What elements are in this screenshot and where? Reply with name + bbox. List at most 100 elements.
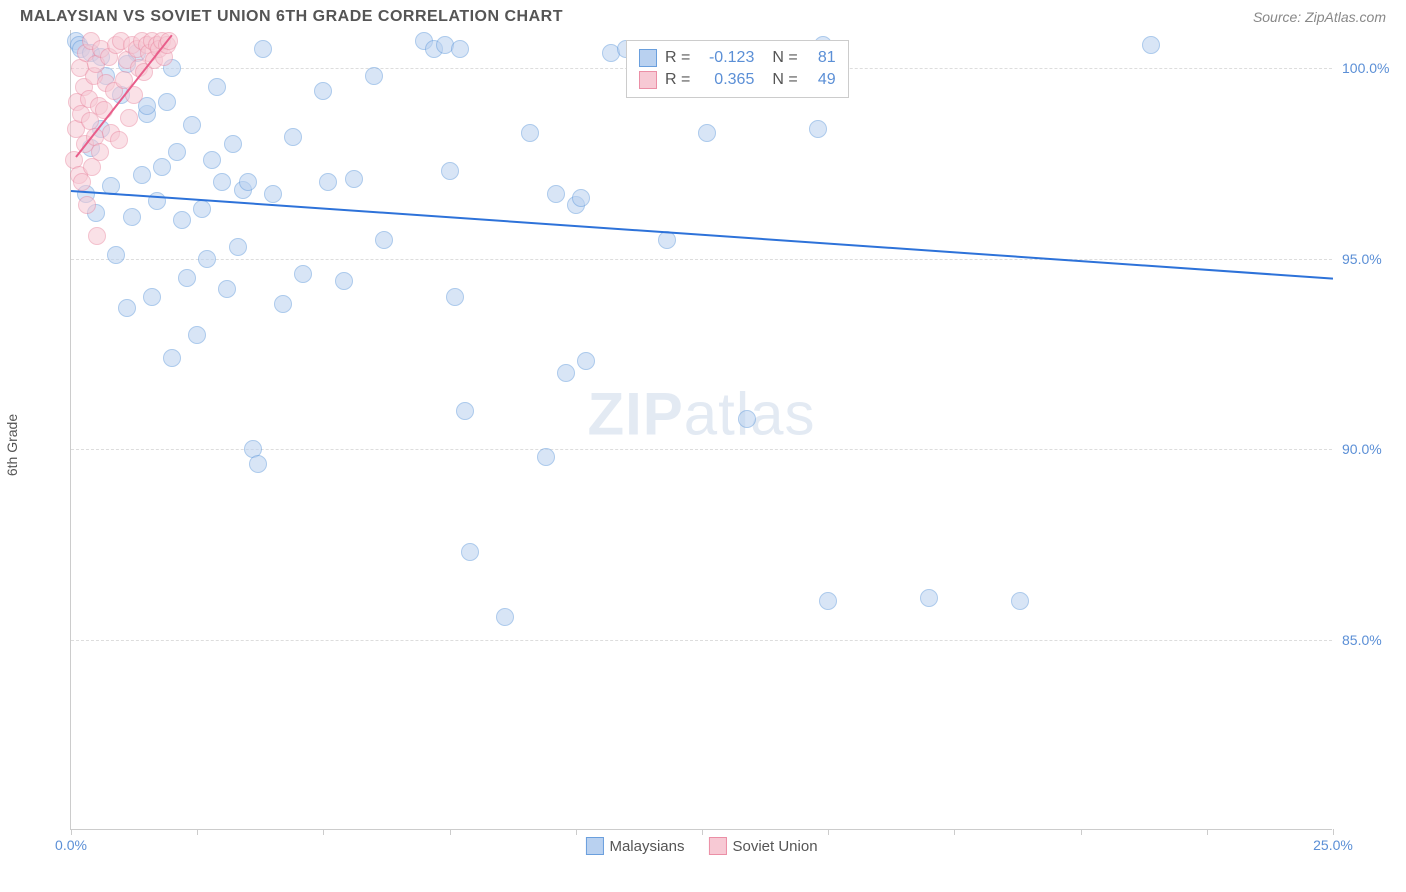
- data-point: [188, 326, 206, 344]
- chart-title: MALAYSIAN VS SOVIET UNION 6TH GRADE CORR…: [20, 8, 563, 26]
- data-point: [163, 349, 181, 367]
- legend-swatch: [708, 837, 726, 855]
- legend-label: Soviet Union: [732, 838, 817, 855]
- data-point: [208, 78, 226, 96]
- data-point: [557, 364, 575, 382]
- stat-r-label: R =: [665, 49, 690, 67]
- source-label: Source: ZipAtlas.com: [1253, 9, 1386, 25]
- data-point: [335, 272, 353, 290]
- data-point: [254, 40, 272, 58]
- data-point: [158, 93, 176, 111]
- legend-swatch: [639, 49, 657, 67]
- data-point: [284, 128, 302, 146]
- data-point: [738, 410, 756, 428]
- data-point: [91, 143, 109, 161]
- data-point: [173, 211, 191, 229]
- ytick-label: 90.0%: [1342, 441, 1402, 457]
- data-point: [274, 295, 292, 313]
- data-point: [521, 124, 539, 142]
- xtick: [450, 829, 451, 835]
- stat-n-label: N =: [772, 71, 797, 89]
- data-point: [819, 592, 837, 610]
- data-point: [120, 109, 138, 127]
- data-point: [461, 543, 479, 561]
- xtick: [576, 829, 577, 835]
- data-point: [193, 200, 211, 218]
- xtick: [1081, 829, 1082, 835]
- data-point: [577, 352, 595, 370]
- legend-item: Soviet Union: [708, 837, 817, 855]
- data-point: [229, 238, 247, 256]
- plot-area: ZIPatlas 85.0%90.0%95.0%100.0%0.0%25.0%R…: [70, 30, 1332, 830]
- xtick: [1207, 829, 1208, 835]
- watermark: ZIPatlas: [587, 379, 815, 448]
- gridline-h: [71, 640, 1332, 641]
- data-point: [133, 166, 151, 184]
- data-point: [123, 208, 141, 226]
- data-point: [456, 402, 474, 420]
- data-point: [178, 269, 196, 287]
- data-point: [249, 455, 267, 473]
- data-point: [143, 288, 161, 306]
- data-point: [224, 135, 242, 153]
- bottom-legend: Malaysians Soviet Union: [585, 837, 817, 855]
- data-point: [809, 120, 827, 138]
- data-point: [110, 131, 128, 149]
- legend-swatch: [585, 837, 603, 855]
- xtick: [197, 829, 198, 835]
- data-point: [239, 173, 257, 191]
- xtick: [323, 829, 324, 835]
- data-point: [365, 67, 383, 85]
- data-point: [1011, 592, 1029, 610]
- data-point: [537, 448, 555, 466]
- data-point: [203, 151, 221, 169]
- trend-line: [71, 190, 1333, 280]
- xtick: [71, 829, 72, 835]
- data-point: [107, 246, 125, 264]
- data-point: [1142, 36, 1160, 54]
- data-point: [319, 173, 337, 191]
- ytick-label: 95.0%: [1342, 251, 1402, 267]
- legend-item: Malaysians: [585, 837, 684, 855]
- data-point: [698, 124, 716, 142]
- xtick: [702, 829, 703, 835]
- xtick: [1333, 829, 1334, 835]
- data-point: [451, 40, 469, 58]
- legend-swatch: [639, 71, 657, 89]
- data-point: [496, 608, 514, 626]
- stats-row: R = -0.123 N = 81: [639, 47, 836, 69]
- stat-r-value: 0.365: [698, 71, 754, 89]
- stat-n-label: N =: [772, 49, 797, 67]
- data-point: [88, 227, 106, 245]
- data-point: [78, 196, 96, 214]
- data-point: [345, 170, 363, 188]
- ytick-label: 100.0%: [1342, 60, 1402, 76]
- xtick-label: 25.0%: [1313, 837, 1353, 853]
- data-point: [314, 82, 332, 100]
- data-point: [218, 280, 236, 298]
- data-point: [920, 589, 938, 607]
- legend-label: Malaysians: [609, 838, 684, 855]
- data-point: [213, 173, 231, 191]
- y-axis-label: 6th Grade: [4, 414, 20, 476]
- ytick-label: 85.0%: [1342, 632, 1402, 648]
- stats-box: R = -0.123 N = 81 R = 0.365 N = 49: [626, 40, 849, 98]
- stat-r-value: -0.123: [698, 49, 754, 67]
- data-point: [446, 288, 464, 306]
- stats-row: R = 0.365 N = 49: [639, 69, 836, 91]
- data-point: [441, 162, 459, 180]
- data-point: [572, 189, 590, 207]
- data-point: [153, 158, 171, 176]
- data-point: [294, 265, 312, 283]
- stat-r-label: R =: [665, 71, 690, 89]
- xtick: [954, 829, 955, 835]
- data-point: [264, 185, 282, 203]
- stat-n-value: 81: [806, 49, 836, 67]
- xtick-label: 0.0%: [55, 837, 87, 853]
- xtick: [828, 829, 829, 835]
- chart-wrapper: 6th Grade ZIPatlas 85.0%90.0%95.0%100.0%…: [20, 30, 1406, 860]
- stat-n-value: 49: [806, 71, 836, 89]
- data-point: [198, 250, 216, 268]
- data-point: [375, 231, 393, 249]
- data-point: [547, 185, 565, 203]
